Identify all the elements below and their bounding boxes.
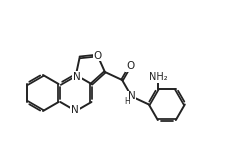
Text: N: N	[128, 91, 135, 101]
Text: NH₂: NH₂	[149, 72, 167, 82]
Text: N: N	[71, 105, 79, 115]
Text: O: O	[126, 61, 134, 71]
Text: N: N	[73, 72, 81, 82]
Text: H: H	[125, 97, 131, 106]
Text: O: O	[93, 50, 102, 61]
